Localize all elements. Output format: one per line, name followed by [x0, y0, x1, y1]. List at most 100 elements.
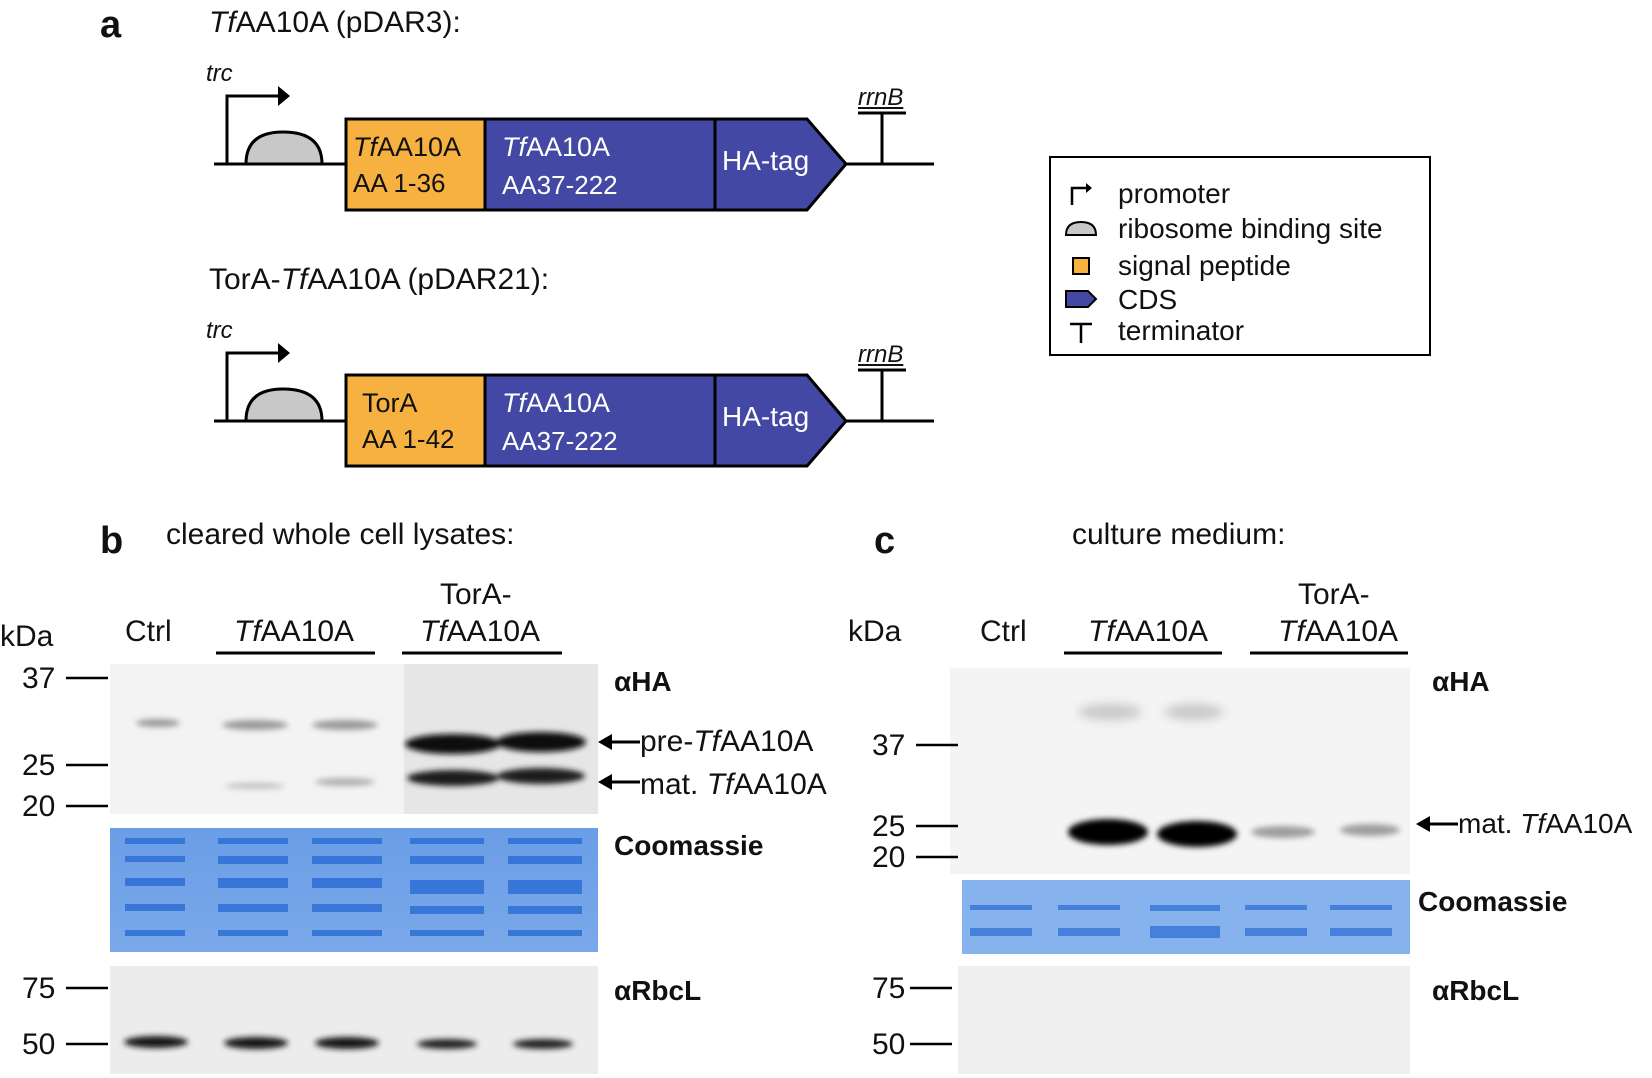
- cds-label: TfAA10A: [502, 134, 610, 161]
- lane-stripe: [508, 838, 582, 844]
- label-italic: Tf: [234, 615, 261, 648]
- label-plain: mat.: [640, 768, 707, 801]
- lane-stripe: [410, 880, 484, 894]
- label-rest: AA10A: [526, 132, 610, 162]
- label-rest: AA10A: [526, 388, 610, 418]
- band-faint: [1078, 704, 1142, 720]
- lane-group-2-label-line1: TorA-: [440, 580, 512, 610]
- band-mat-tfaa10a: [1157, 821, 1237, 847]
- signal-peptide-range: AA 1-36: [353, 170, 446, 196]
- blot-label-rbcl: αRbcL: [1432, 977, 1519, 1005]
- lane-stripe: [218, 856, 288, 864]
- label-rest: AA10A: [447, 615, 540, 648]
- lane-ctrl-label: Ctrl: [125, 617, 172, 647]
- label-plain: mat.: [1458, 808, 1520, 839]
- lane-stripe: [1150, 926, 1220, 938]
- label-italic: Tf: [1520, 808, 1545, 839]
- legend-signal-label: signal peptide: [1118, 252, 1291, 280]
- label-italic: Tf: [420, 615, 447, 648]
- blot-label-ha: αHA: [1432, 668, 1490, 696]
- terminator-label: rrnB: [858, 343, 903, 367]
- band-faint: [136, 719, 180, 727]
- band-faint: [1340, 824, 1400, 836]
- legend-terminator-label: terminator: [1118, 317, 1244, 345]
- title-italic: Tf: [281, 263, 308, 296]
- lane-stripe: [312, 930, 382, 936]
- gel-coomassie-c: [962, 880, 1410, 954]
- panel-c-title: culture medium:: [1072, 520, 1285, 550]
- kda-label: kDa: [0, 622, 53, 652]
- lane-stripe: [508, 906, 582, 914]
- mw-label-25: 25: [872, 812, 905, 842]
- band-pre-tfaa10a: [496, 732, 586, 752]
- label-rest: AA10A: [1545, 808, 1632, 839]
- lane-stripe: [1245, 928, 1307, 936]
- blot-label-coomassie: Coomassie: [614, 832, 763, 860]
- cds-range: AA37-222: [502, 428, 618, 454]
- lane-stripe: [508, 856, 582, 864]
- lane-stripe: [410, 856, 484, 864]
- blot-label-ha: αHA: [614, 668, 672, 696]
- lane-stripe: [508, 930, 582, 936]
- ha-tag-label: HA-tag: [722, 147, 809, 175]
- legend-cds-icon: [1066, 291, 1096, 307]
- lane-group-2-label-line2: TfAA10A: [1278, 617, 1398, 647]
- lane-stripe: [312, 904, 382, 912]
- mw-label-25: 25: [22, 751, 55, 781]
- terminator-icon: [858, 370, 906, 421]
- rbs-icon: [246, 389, 322, 421]
- signal-peptide-label: TorA: [362, 390, 418, 417]
- lane-stripe: [1150, 905, 1220, 911]
- band-rbcl: [224, 1037, 288, 1049]
- lane-stripe: [1058, 928, 1120, 936]
- label-rest: AA10A: [261, 615, 354, 648]
- legend-rbs-label: ribosome binding site: [1118, 215, 1383, 243]
- panel-letter-b: b: [100, 522, 123, 560]
- promoter-label: trc: [206, 319, 233, 343]
- mw-ticks-b: [66, 678, 108, 1044]
- band-faint: [1251, 826, 1315, 838]
- title-italic: Tf: [209, 6, 236, 39]
- cds-range: AA37-222: [502, 172, 618, 198]
- lane-stripe: [1058, 905, 1120, 910]
- label-rest: AA10A: [377, 132, 461, 162]
- lane-stripe: [125, 856, 185, 862]
- panel-letter-c: c: [874, 522, 895, 560]
- mw-label-75: 75: [872, 974, 905, 1004]
- lane-stripe: [218, 838, 288, 844]
- construct-2-title: TorA-TfAA10A (pDAR21):: [209, 265, 549, 295]
- title-plain: TorA-: [209, 263, 281, 296]
- lane-stripe: [218, 878, 288, 888]
- lane-stripe: [1330, 905, 1392, 910]
- lane-stripe: [970, 905, 1032, 910]
- band-faint: [222, 720, 288, 730]
- label-italic: Tf: [1278, 615, 1305, 648]
- label-italic: Tf: [502, 388, 526, 418]
- label-plain: pre-: [640, 725, 693, 758]
- band-rbcl: [417, 1039, 477, 1049]
- arrow-mat-c-icon: [1416, 816, 1458, 832]
- label-rest: AA10A: [733, 768, 826, 801]
- lane-stripe: [125, 904, 185, 911]
- title-rest: AA10A (pDAR3):: [236, 6, 461, 39]
- band-faint: [225, 783, 285, 789]
- arrow-pre-icon: [598, 734, 640, 750]
- promoter-arrowhead-icon: [278, 86, 290, 106]
- arrow-label-pre: pre-TfAA10A: [640, 727, 813, 757]
- label-rest: AA10A: [1305, 615, 1398, 648]
- cds-label: TfAA10A: [502, 390, 610, 417]
- legend-signal-icon: [1073, 258, 1089, 274]
- arrow-head: [598, 734, 612, 750]
- lane-group-2-label-line2: TfAA10A: [420, 617, 540, 647]
- signal-peptide-range: AA 1-42: [362, 426, 455, 452]
- band-faint: [312, 720, 378, 730]
- label-rest: AA10A: [720, 725, 813, 758]
- rbs-icon: [246, 132, 322, 164]
- band-rbcl: [124, 1036, 188, 1048]
- mw-label-20: 20: [22, 792, 55, 822]
- title-rest: AA10A (pDAR21):: [307, 263, 549, 296]
- panel-letter-a: a: [100, 6, 121, 44]
- terminator-icon: [858, 113, 906, 164]
- lane-group-1-label: TfAA10A: [1088, 617, 1208, 647]
- lane-stripe: [312, 856, 382, 864]
